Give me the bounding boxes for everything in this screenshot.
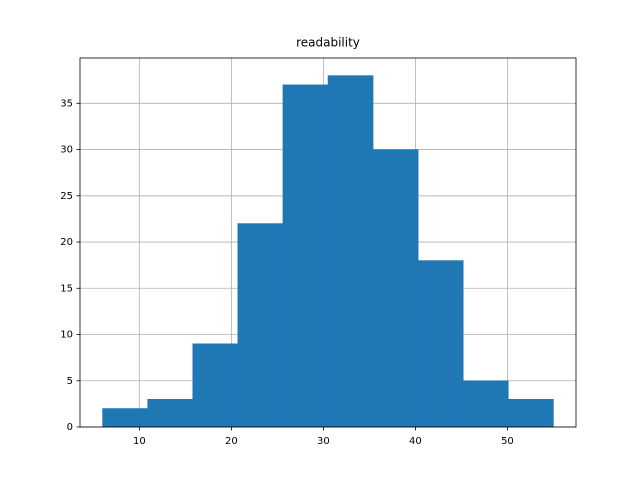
x-tick-label: 30 [317,436,330,447]
bar [147,399,193,428]
x-tick-label: 20 [225,436,238,447]
y-tick-label: 10 [60,330,73,341]
x-tick-label: 40 [409,436,422,447]
y-tick-label: 25 [60,191,73,202]
y-tick-label: 15 [60,283,73,294]
chart-title: readability [296,36,360,50]
bar [237,223,284,428]
y-tick-label: 20 [60,237,73,248]
x-tick-label: 50 [501,436,514,447]
y-tick-label: 35 [60,98,73,109]
bar [192,343,239,428]
x-tick-label: 10 [133,436,146,447]
bar [327,75,374,428]
plot-frame [79,57,577,428]
bar [372,149,419,428]
bar [282,84,329,428]
bar [463,380,509,428]
y-tick-label: 5 [67,376,73,387]
y-tick-label: 0 [67,422,73,433]
bar [417,260,464,428]
bar [102,408,148,428]
y-tick-label: 30 [60,145,73,156]
bar [508,399,554,428]
